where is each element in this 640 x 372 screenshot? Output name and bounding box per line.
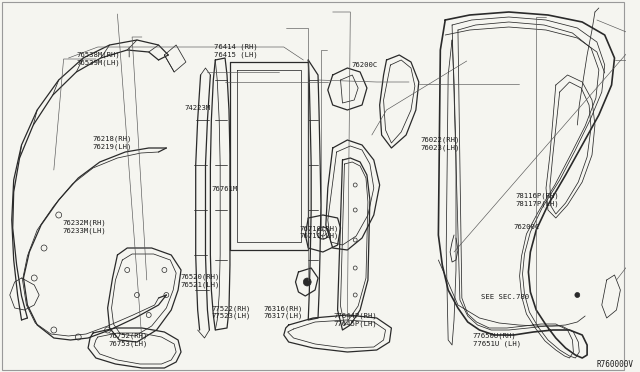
Text: 76414 (RH)
76415 (LH): 76414 (RH) 76415 (LH) [214, 44, 258, 58]
Circle shape [575, 292, 580, 298]
Text: 76761M: 76761M [212, 186, 238, 192]
Text: 78116P(RH)
78117P(LH): 78116P(RH) 78117P(LH) [515, 193, 559, 207]
Text: 76200C: 76200C [352, 62, 378, 68]
Text: 77522(RH)
77523(LH): 77522(RH) 77523(LH) [212, 305, 251, 319]
Text: 76520(RH)
76521(LH): 76520(RH) 76521(LH) [180, 273, 220, 288]
Text: 76200C: 76200C [513, 224, 540, 230]
Text: 76752(RH)
76753(LH): 76752(RH) 76753(LH) [109, 333, 148, 347]
Text: SEE SEC.780: SEE SEC.780 [481, 294, 529, 300]
Text: 77650U(RH)
77651U (LH): 77650U(RH) 77651U (LH) [473, 333, 521, 347]
Text: 76218(RH)
76219(LH): 76218(RH) 76219(LH) [93, 136, 132, 150]
Text: 76022(RH)
76023(LH): 76022(RH) 76023(LH) [421, 137, 460, 151]
Text: R760000V: R760000V [597, 360, 634, 369]
Circle shape [303, 278, 311, 286]
Text: 76316(RH)
76317(LH): 76316(RH) 76317(LH) [263, 305, 303, 319]
Text: 74223M: 74223M [185, 105, 211, 111]
Text: 76232M(RH)
76233M(LH): 76232M(RH) 76233M(LH) [63, 219, 106, 234]
Text: 77644P(RH)
77645P(LH): 77644P(RH) 77645P(LH) [333, 312, 377, 327]
Text: 76710(RH)
76711(LH): 76710(RH) 76711(LH) [300, 225, 339, 239]
Text: 76538M(RH)
76539M(LH): 76538M(RH) 76539M(LH) [76, 51, 120, 65]
